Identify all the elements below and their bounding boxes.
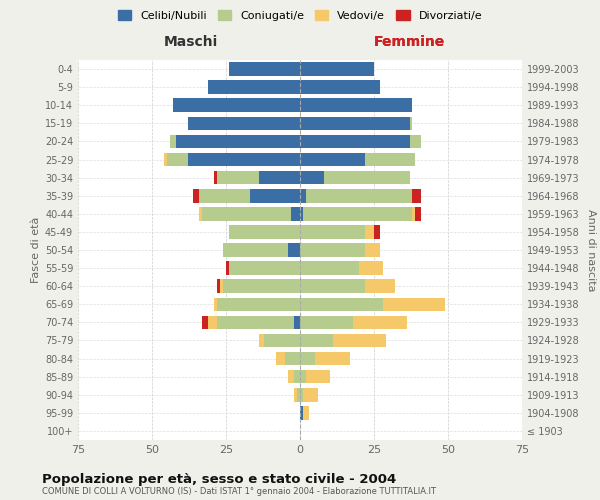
Bar (306, 370, 329, 384)
Bar (323, 171, 410, 184)
Bar (300, 243, 365, 257)
Bar (410, 116, 412, 130)
Bar (277, 352, 285, 366)
Bar (229, 225, 300, 238)
Text: Femmine: Femmine (374, 34, 445, 48)
Bar (300, 134, 410, 148)
Bar (300, 280, 365, 293)
Bar (288, 243, 300, 257)
Bar (300, 225, 365, 238)
Text: Popolazione per età, sesso e stato civile - 2004: Popolazione per età, sesso e stato civil… (42, 472, 396, 486)
Bar (188, 116, 300, 130)
Bar (217, 280, 220, 293)
Text: Femmine: Femmine (374, 34, 445, 48)
Bar (208, 80, 300, 94)
Bar (303, 207, 412, 220)
Bar (250, 189, 300, 202)
Bar (410, 134, 421, 148)
Bar (217, 298, 300, 311)
Bar (226, 262, 229, 275)
Bar (365, 225, 374, 238)
Bar (294, 388, 297, 402)
Y-axis label: Fasce di età: Fasce di età (31, 217, 41, 283)
Bar (300, 388, 303, 402)
Bar (167, 152, 188, 166)
Bar (294, 370, 300, 384)
Bar (229, 262, 300, 275)
Bar (300, 152, 365, 166)
Bar (300, 207, 303, 220)
Text: Maschi: Maschi (163, 34, 218, 48)
Bar (300, 62, 374, 76)
Bar (365, 280, 395, 293)
Bar (306, 189, 412, 202)
Bar (259, 334, 265, 347)
Bar (300, 334, 332, 347)
Bar (300, 370, 306, 384)
Bar (259, 171, 300, 184)
Bar (208, 316, 217, 329)
Bar (412, 189, 421, 202)
Bar (412, 207, 415, 220)
Bar (374, 225, 380, 238)
Bar (415, 207, 421, 220)
Text: COMUNE DI COLLI A VOLTURNO (IS) - Dati ISTAT 1° gennaio 2004 - Elaborazione TUTT: COMUNE DI COLLI A VOLTURNO (IS) - Dati I… (42, 488, 436, 496)
Bar (217, 171, 259, 184)
Bar (214, 171, 217, 184)
Bar (300, 171, 323, 184)
Bar (359, 262, 383, 275)
Bar (365, 243, 380, 257)
Bar (300, 262, 359, 275)
Bar (365, 152, 415, 166)
Bar (223, 280, 300, 293)
Bar (202, 207, 291, 220)
Bar (173, 98, 300, 112)
Bar (202, 316, 208, 329)
Bar (291, 207, 300, 220)
Bar (303, 388, 318, 402)
Bar (220, 280, 223, 293)
Bar (188, 152, 300, 166)
Bar (300, 189, 306, 202)
Bar (297, 388, 300, 402)
Bar (164, 152, 167, 166)
Bar (300, 352, 315, 366)
Bar (265, 334, 300, 347)
Bar (303, 406, 309, 419)
Bar (214, 298, 217, 311)
Bar (300, 116, 410, 130)
Bar (300, 316, 353, 329)
Bar (199, 207, 202, 220)
Bar (176, 134, 300, 148)
Bar (285, 352, 300, 366)
Bar (300, 406, 303, 419)
Bar (332, 334, 386, 347)
Bar (383, 298, 445, 311)
Bar (193, 189, 199, 202)
Bar (315, 352, 350, 366)
Bar (288, 370, 294, 384)
Bar (170, 134, 176, 148)
Bar (199, 189, 250, 202)
Bar (300, 98, 412, 112)
Bar (300, 298, 383, 311)
Bar (353, 316, 407, 329)
Bar (217, 316, 294, 329)
Bar (223, 243, 288, 257)
Bar (300, 80, 380, 94)
Legend: Celibi/Nubili, Coniugati/e, Vedovi/e, Divorziati/e: Celibi/Nubili, Coniugati/e, Vedovi/e, Di… (113, 6, 487, 25)
Bar (294, 316, 300, 329)
Bar (229, 62, 300, 76)
Y-axis label: Anni di nascita: Anni di nascita (586, 209, 596, 291)
